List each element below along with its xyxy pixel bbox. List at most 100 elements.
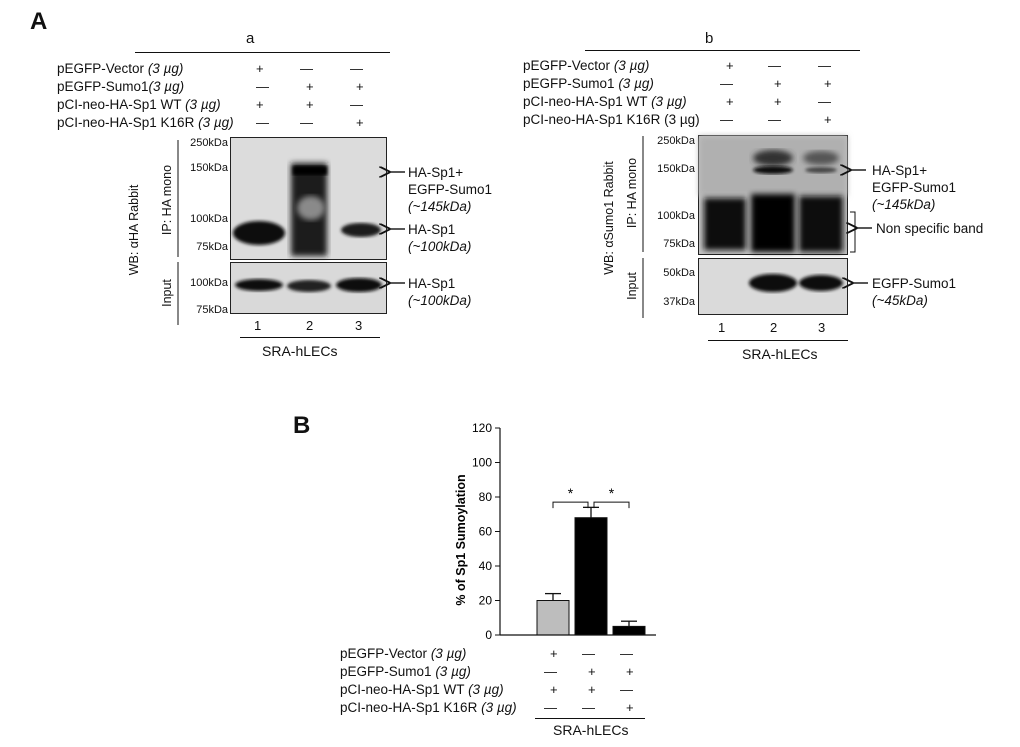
b2-sign: —: [620, 682, 633, 697]
b2-treatment-row: pEGFP-Vector (3 µg): [340, 646, 467, 661]
b2-cell-rule: [535, 718, 645, 719]
significance-bracket: [552, 501, 589, 509]
y-axis-label: % of Sp1 Sumoylation: [454, 474, 468, 605]
y-tick-label: 80: [479, 490, 493, 504]
y-tick-label: 60: [479, 525, 493, 539]
b2-sign: +: [588, 664, 596, 679]
b-ip-blot: [698, 135, 848, 255]
a-ip-bracket: [177, 140, 179, 325]
b2-treatment-row: pEGFP-Sumo1 (3 µg): [340, 664, 471, 679]
a-sign: +: [256, 97, 264, 112]
a-input-blot: [230, 262, 387, 314]
y-tick-label: 100: [472, 456, 492, 470]
significance-star: *: [568, 485, 574, 501]
b-mw-marker: 250kDa: [657, 135, 695, 147]
b-sign: —: [768, 58, 781, 73]
b-sign: —: [720, 76, 733, 91]
a-treatment-row: pEGFP-Sumo1(3 µg): [57, 79, 185, 94]
b2-sign: +: [626, 664, 634, 679]
a-ip-blot: [230, 137, 387, 260]
a-input-label: Input: [160, 279, 174, 307]
a-mw-marker: 250kDa: [190, 137, 228, 149]
b-sign: —: [768, 112, 781, 127]
a-sign: +: [306, 97, 314, 112]
a-treatment-row: pCI-neo-HA-Sp1 K16R (3 µg): [57, 115, 234, 130]
b-treatment-row: pEGFP-Sumo1 (3 µg): [523, 76, 654, 91]
b-band-label-input: EGFP-Sumo1 (~45kDa): [872, 276, 957, 308]
b-treatment-row: pEGFP-Vector (3 µg): [523, 58, 650, 73]
b-cell-rule: [708, 340, 848, 341]
b-mw-marker: 37kDa: [663, 296, 695, 308]
subpanel-b-label: b: [705, 30, 714, 47]
b-sign: +: [824, 76, 832, 91]
b-sign: +: [774, 76, 782, 91]
bar: [612, 625, 646, 636]
b-mw-marker: 150kDa: [657, 163, 695, 175]
b-lane-number: 1: [718, 320, 726, 335]
b2-cell-line-label: SRA-hLECs: [553, 722, 629, 738]
significance-bracket: [593, 501, 630, 509]
b2-sign: —: [582, 700, 595, 715]
b2-sign: —: [544, 664, 557, 679]
b-ip-label: IP: HA mono: [625, 157, 639, 229]
a-mw-marker: 100kDa: [190, 277, 228, 289]
b2-sign: +: [550, 682, 558, 697]
b-sign: +: [824, 112, 832, 127]
bar: [536, 600, 570, 636]
a-sign: —: [300, 61, 313, 76]
a-wb-label: WB: αHA Rabbit: [127, 184, 141, 276]
a-band-label-input: HA-Sp1 (~100kDa): [408, 276, 472, 308]
b-sign: —: [818, 58, 831, 73]
significance-star: *: [609, 485, 615, 501]
a-sign: +: [256, 61, 264, 76]
a-sign: —: [350, 61, 363, 76]
b-sign: +: [726, 94, 734, 109]
a-lane-number: 2: [306, 318, 314, 333]
b-band-label-sumo: HA-Sp1+ EGFP-Sumo1 (~145kDa): [872, 163, 957, 212]
a-lane-number: 1: [254, 318, 262, 333]
subpanel-a-label: a: [246, 30, 255, 47]
a-cell-line-label: SRA-hLECs: [262, 343, 338, 359]
b-mw-marker: 100kDa: [657, 210, 695, 222]
b-treatment-row: pCI-neo-HA-Sp1 K16R (3 µg): [523, 112, 700, 127]
a-band-arrows: [0, 0, 405, 1]
a-ip-label: IP: HA mono: [160, 164, 174, 236]
b2-sign: +: [550, 646, 558, 661]
y-tick-label: 120: [472, 421, 492, 435]
subpanel-b-rule: [585, 50, 860, 51]
b-sign: —: [818, 94, 831, 109]
a-mw-marker: 150kDa: [190, 162, 228, 174]
panel-a-letter: A: [30, 8, 48, 35]
y-tick-label: 40: [479, 559, 493, 573]
a-band-label-sp1: HA-Sp1 (~100kDa): [408, 222, 472, 254]
b2-sign: —: [544, 700, 557, 715]
y-tick-label: 20: [479, 594, 493, 608]
b2-sign: +: [626, 700, 634, 715]
b-band-label-nonspecific: Non specific band: [876, 221, 984, 236]
b-lane-number: 2: [770, 320, 778, 335]
a-sign: —: [300, 115, 313, 130]
a-sign: —: [256, 79, 269, 94]
a-sign: +: [356, 79, 364, 94]
b2-sign: +: [588, 682, 596, 697]
a-band-label-sumo: HA-Sp1+ EGFP-Sumo1 (~145kDa): [408, 165, 493, 214]
b-input-blot: [698, 258, 848, 315]
a-sign: +: [356, 115, 364, 130]
b2-treatment-row: pCI-neo-HA-Sp1 WT (3 µg): [340, 682, 504, 697]
b-mw-marker: 75kDa: [663, 238, 695, 250]
b-mw-marker: 50kDa: [663, 267, 695, 279]
subpanel-a-rule: [135, 52, 390, 53]
b-band-arrows: [0, 0, 872, 1]
a-cell-rule: [240, 337, 380, 338]
b2-sign: —: [582, 646, 595, 661]
b2-sign: —: [620, 646, 633, 661]
b-sign: —: [720, 112, 733, 127]
a-mw-marker: 75kDa: [196, 241, 228, 253]
b-lane-number: 3: [818, 320, 826, 335]
b-wb-label: WB: αSumo1 Rabbit: [602, 161, 616, 275]
a-sign: —: [350, 97, 363, 112]
bar: [574, 517, 608, 636]
b-sign: +: [774, 94, 782, 109]
b-input-label: Input: [625, 272, 639, 300]
a-sign: +: [306, 79, 314, 94]
